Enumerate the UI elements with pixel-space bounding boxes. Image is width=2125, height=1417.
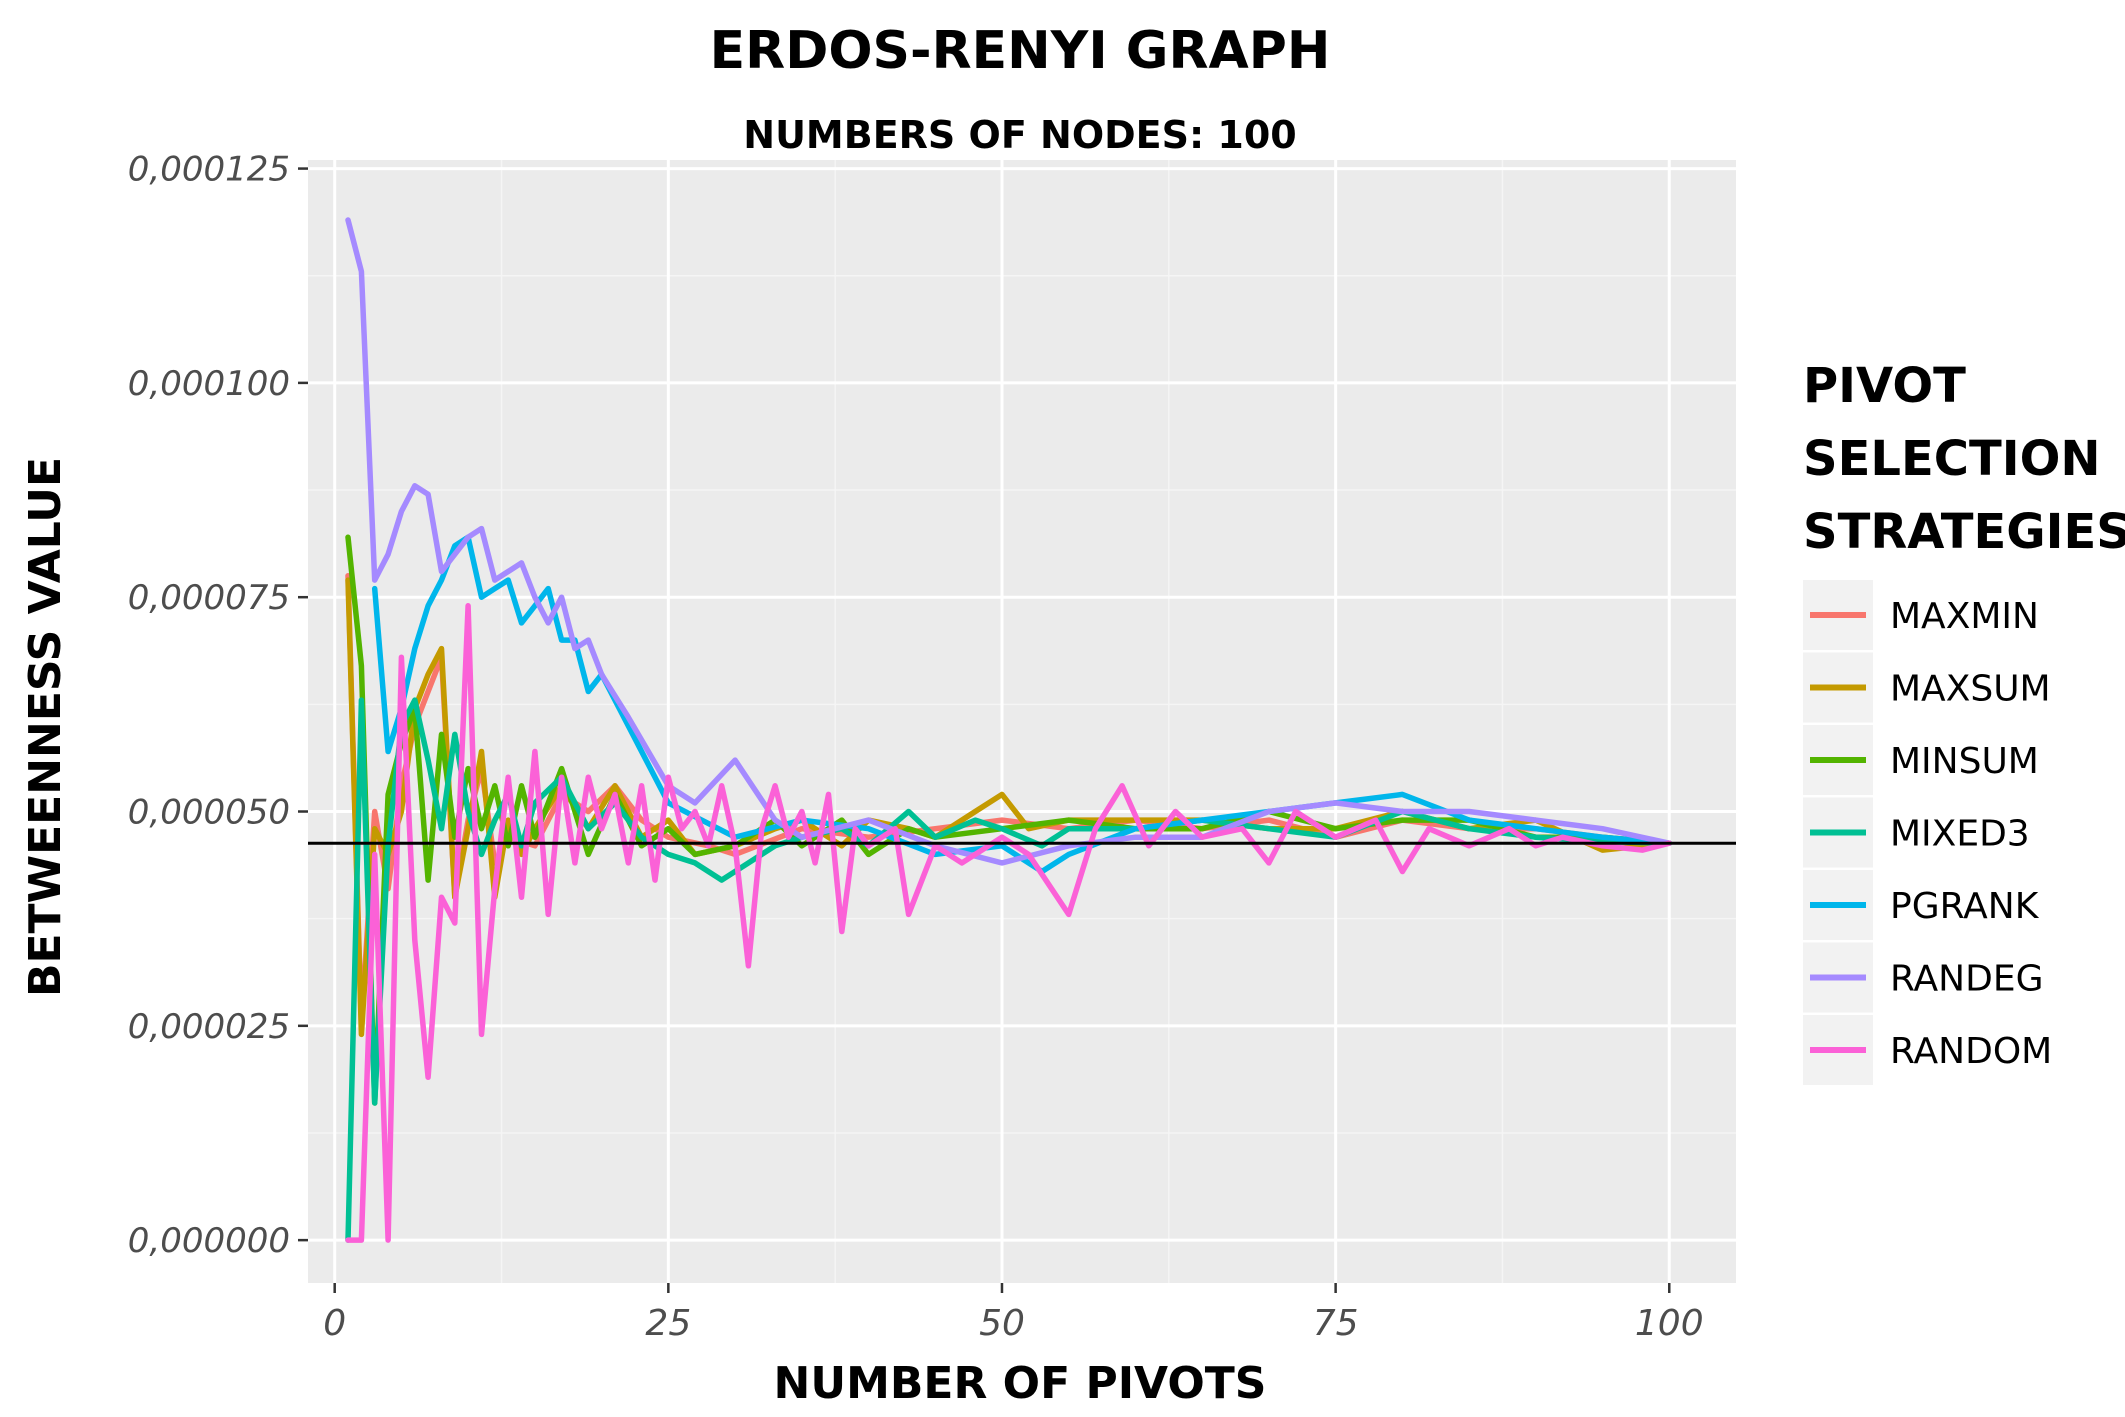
legend-label-random: RANDOM bbox=[1890, 1031, 2052, 1072]
y-tick-label: 0,000000 bbox=[128, 1221, 290, 1261]
y-tick-label: 0,000125 bbox=[128, 150, 290, 190]
legend: PIVOT SELECTION STRATEGIES MAXMIN MAXSUM MINS… bbox=[1803, 358, 2125, 1085]
plot-area: 0 25 50 75 100 0,000000 0,000025 0,000050 0,0000… bbox=[128, 150, 1736, 1344]
legend-label-mixed3: MIXED3 bbox=[1890, 814, 2030, 855]
series-line-random bbox=[345, 603, 1673, 1243]
x-tick-label: 25 bbox=[645, 1303, 691, 1344]
y-tick-label: 0,000075 bbox=[128, 578, 290, 618]
chart-subtitle: NUMBERS OF NODES: 100 bbox=[743, 113, 1296, 157]
y-tick-label: 0,000050 bbox=[128, 793, 290, 833]
series-line-randeg bbox=[345, 217, 1673, 866]
y-tick-label: 0,000100 bbox=[128, 364, 290, 404]
legend-label-maxmin: MAXMIN bbox=[1890, 596, 2039, 637]
y-axis-title: BETWEENNESS VALUE bbox=[20, 457, 71, 997]
y-tick-label: 0,000025 bbox=[128, 1007, 290, 1047]
legend-label-pgrank: PGRANK bbox=[1890, 886, 2040, 927]
chart-title: ERDOS-RENYI GRAPH bbox=[710, 21, 1331, 81]
x-tick-label: 75 bbox=[1313, 1303, 1359, 1344]
legend-title-line: SELECTION bbox=[1803, 431, 2101, 487]
series-line-mixed3 bbox=[345, 697, 1673, 1243]
legend-title-line: STRATEGIES bbox=[1803, 504, 2125, 560]
legend-title-line: PIVOT bbox=[1803, 358, 1966, 414]
plot-panel bbox=[308, 160, 1736, 1283]
x-tick-label: 50 bbox=[979, 1303, 1025, 1344]
legend-label-minsum: MINSUM bbox=[1890, 741, 2039, 782]
x-tick-label: 100 bbox=[1635, 1303, 1704, 1344]
x-axis-title: NUMBER OF PIVOTS bbox=[774, 1358, 1267, 1409]
legend-label-randeg: RANDEG bbox=[1890, 959, 2043, 1000]
legend-label-maxsum: MAXSUM bbox=[1890, 669, 2051, 710]
x-tick-label: 0 bbox=[323, 1303, 346, 1344]
